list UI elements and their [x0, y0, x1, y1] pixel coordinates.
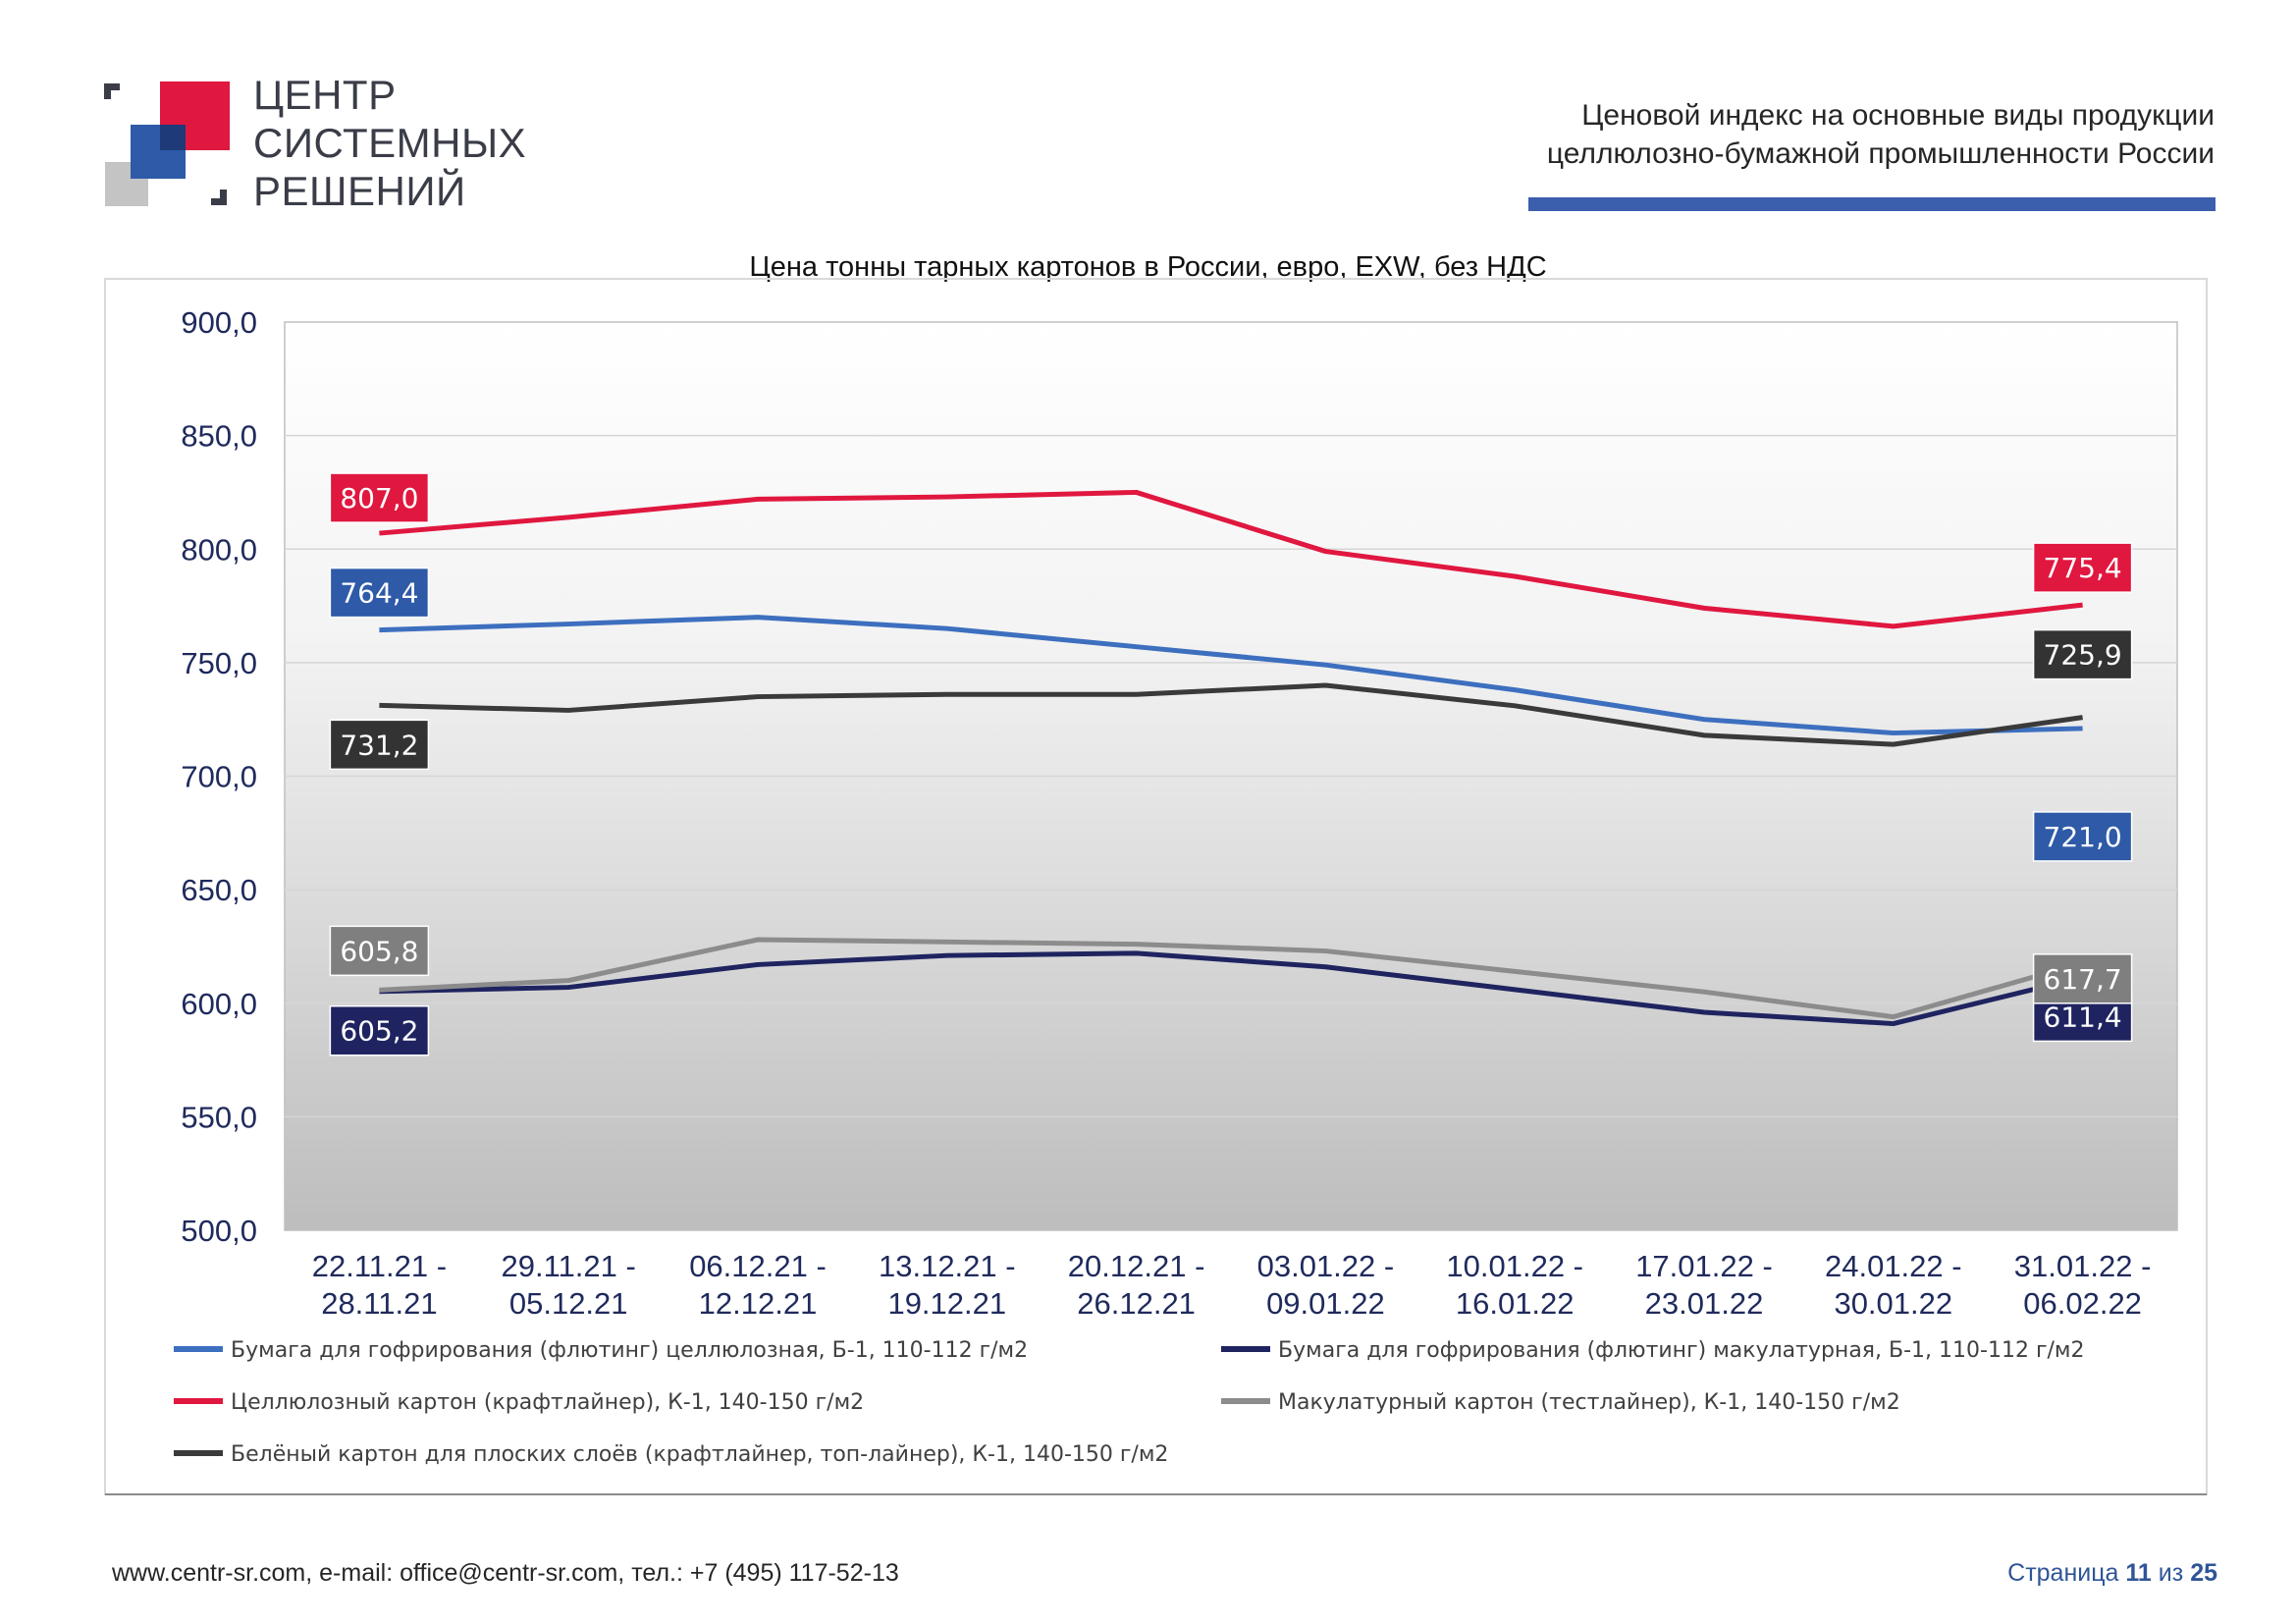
data-label-box	[329, 719, 430, 771]
logo-line-3: РЕШЕНИЙ	[253, 168, 466, 214]
data-label-box	[329, 472, 430, 523]
page-current: 11	[2125, 1559, 2152, 1587]
x-tick-label: 28.11.21	[321, 1286, 437, 1321]
y-tick-label: 800,0	[181, 532, 257, 567]
x-tick-label: 23.01.22	[1645, 1286, 1764, 1321]
series-line	[379, 489, 2083, 629]
data-label-box	[2032, 811, 2133, 862]
x-tick-label: 22.11.21 -	[312, 1249, 447, 1283]
chart-title: Цена тонны тарных картонов в России, евр…	[749, 251, 1547, 283]
data-label: 605,2	[340, 1015, 418, 1048]
chart-legend: Бумага для гофрирования (флютинг) целлюл…	[174, 1338, 2085, 1467]
x-tick-label: 30.01.22	[1834, 1286, 1952, 1321]
x-tick-label: 06.12.21 -	[689, 1249, 827, 1283]
legend-entry: Бумага для гофрирования (флютинг) макула…	[1278, 1338, 2085, 1363]
logo-text: ЦЕНТР СИСТЕМНЫХ РЕШЕНИЙ	[253, 71, 526, 215]
x-tick-label: 03.01.22 -	[1257, 1249, 1395, 1283]
data-labels: 764,4 721,0 605,2 611,4 807,0 775,4 605,8 617,7…	[329, 472, 2133, 1056]
y-tick-label: 700,0	[181, 760, 257, 794]
series-line	[379, 937, 2084, 1020]
document-title-line-2: целлюлозно-бумажной промышленности Росси…	[1546, 137, 2215, 170]
page-sep: из	[2158, 1559, 2184, 1587]
document-title-line-1: Ценовой индекс на основные виды продукци…	[1581, 99, 2215, 132]
x-tick-label: 12.12.21	[699, 1286, 818, 1321]
data-label: 721,0	[2044, 821, 2122, 853]
page-total: 25	[2190, 1559, 2217, 1587]
legend-entry: Макулатурный картон (тестлайнер), К-1, 1…	[1278, 1390, 1900, 1415]
x-tick-label: 31.01.22 -	[2014, 1249, 2152, 1283]
series-lines	[379, 489, 2084, 1027]
x-tick-label: 26.12.21	[1077, 1286, 1196, 1321]
data-label-box	[2032, 953, 2133, 1004]
y-tick-label: 850,0	[181, 419, 257, 454]
data-label: 807,0	[340, 482, 418, 514]
x-tick-label: 09.01.22	[1266, 1286, 1385, 1321]
data-label: 617,7	[2044, 963, 2122, 996]
document-title: Ценовой индекс на основные виды продукци…	[1547, 96, 2215, 173]
x-tick-label: 20.12.21 -	[1068, 1249, 1205, 1283]
logo-corner-mark-bottom	[220, 189, 227, 205]
x-tick-label: 19.12.21	[887, 1286, 1006, 1321]
data-label: 775,4	[2044, 552, 2122, 584]
data-label-box	[329, 567, 430, 619]
series-line	[379, 682, 2083, 747]
data-label-box	[329, 1004, 430, 1056]
gridlines	[285, 434, 2177, 1118]
x-tick-label: 10.01.22 -	[1446, 1249, 1583, 1283]
y-tick-label: 500,0	[181, 1214, 257, 1248]
footer-contacts: www.centr-sr.com, e-mail: office@centr-s…	[112, 1559, 899, 1587]
y-tick-label: 650,0	[181, 873, 257, 907]
logo-corner-mark-top	[104, 83, 111, 99]
y-tick-label: 550,0	[181, 1100, 257, 1134]
data-label-box	[329, 925, 430, 977]
x-tick-label: 16.01.22	[1456, 1286, 1575, 1321]
y-tick-label: 750,0	[181, 646, 257, 680]
data-label: 605,8	[340, 935, 418, 967]
legend-entry: Целлюлозный картон (крафтлайнер), К-1, 1…	[231, 1390, 864, 1415]
data-label: 764,4	[340, 577, 418, 610]
y-tick-label: 600,0	[181, 987, 257, 1021]
x-tick-label: 05.12.21	[509, 1286, 628, 1321]
y-axis-ticks: 900,0 850,0 800,0 750,0 700,0 650,0 600,0 550,0…	[181, 305, 257, 1248]
data-label-box	[2032, 628, 2133, 680]
logo-line-1: ЦЕНТР	[253, 72, 397, 118]
page-number: Страница 11 из 25	[2007, 1559, 2217, 1588]
x-tick-label: 06.02.22	[2023, 1286, 2142, 1321]
data-label: 611,4	[2044, 1001, 2122, 1033]
x-tick-label: 13.12.21 -	[879, 1249, 1016, 1283]
legend-entry: Белёный картон для плоских слоёв (крафтл…	[231, 1442, 1168, 1467]
logo-line-2: СИСТЕМНЫХ	[253, 120, 527, 166]
x-tick-label: 29.11.21 -	[502, 1249, 636, 1283]
x-tick-label: 24.01.22 -	[1825, 1249, 1962, 1283]
logo-corner-mark-top-h	[104, 83, 120, 90]
header-accent-bar	[1528, 197, 2216, 211]
x-axis-ticks: 22.11.21 -28.11.21 29.11.21 -05.12.21 06.1…	[312, 1249, 2152, 1321]
series-line	[379, 950, 2084, 1027]
logo-navy-square	[160, 125, 186, 150]
data-label: 731,2	[340, 729, 418, 761]
page-prefix: Страница	[2007, 1559, 2119, 1587]
company-logo	[98, 74, 245, 221]
legend-entry: Бумага для гофрирования (флютинг) целлюл…	[231, 1338, 1028, 1363]
logo-corner-mark-bottom-h	[211, 198, 227, 205]
data-label: 725,9	[2044, 639, 2122, 672]
y-tick-label: 900,0	[181, 305, 257, 340]
series-line	[379, 615, 2083, 736]
x-tick-label: 17.01.22 -	[1635, 1249, 1773, 1283]
data-label-box	[2032, 542, 2133, 593]
